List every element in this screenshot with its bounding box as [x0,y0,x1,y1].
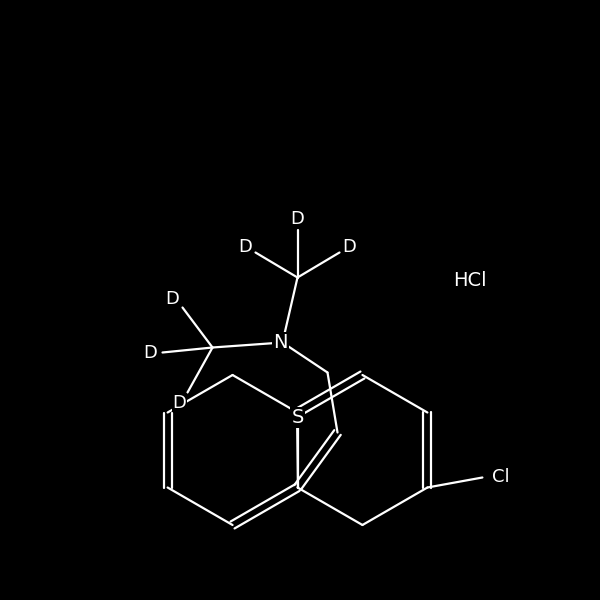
Text: S: S [292,408,304,427]
Text: D: D [166,290,179,308]
Text: Cl: Cl [491,469,509,487]
Text: HCl: HCl [453,271,487,289]
Text: D: D [143,343,157,361]
Text: D: D [239,238,253,257]
Text: N: N [273,333,288,352]
Text: D: D [343,238,356,257]
Text: D: D [290,211,304,229]
Text: D: D [173,394,187,412]
